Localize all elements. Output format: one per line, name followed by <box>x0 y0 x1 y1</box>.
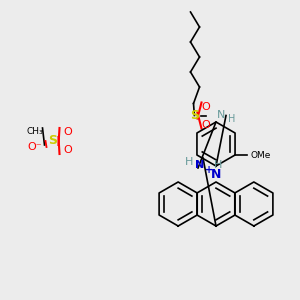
Text: O: O <box>63 145 72 155</box>
Text: OMe: OMe <box>251 151 271 160</box>
Text: O⁻: O⁻ <box>27 142 42 152</box>
Text: H: H <box>214 160 222 170</box>
Text: S: S <box>48 134 57 148</box>
Text: CH₃: CH₃ <box>26 128 43 136</box>
Text: H: H <box>185 157 193 167</box>
Text: O: O <box>201 119 210 130</box>
Text: N: N <box>217 110 225 121</box>
Text: H: H <box>228 113 236 124</box>
Text: +: + <box>205 165 213 175</box>
Text: O: O <box>201 101 210 112</box>
Text: N: N <box>195 160 205 170</box>
Text: O: O <box>63 127 72 137</box>
Text: N: N <box>211 169 221 182</box>
Text: S: S <box>190 109 199 122</box>
